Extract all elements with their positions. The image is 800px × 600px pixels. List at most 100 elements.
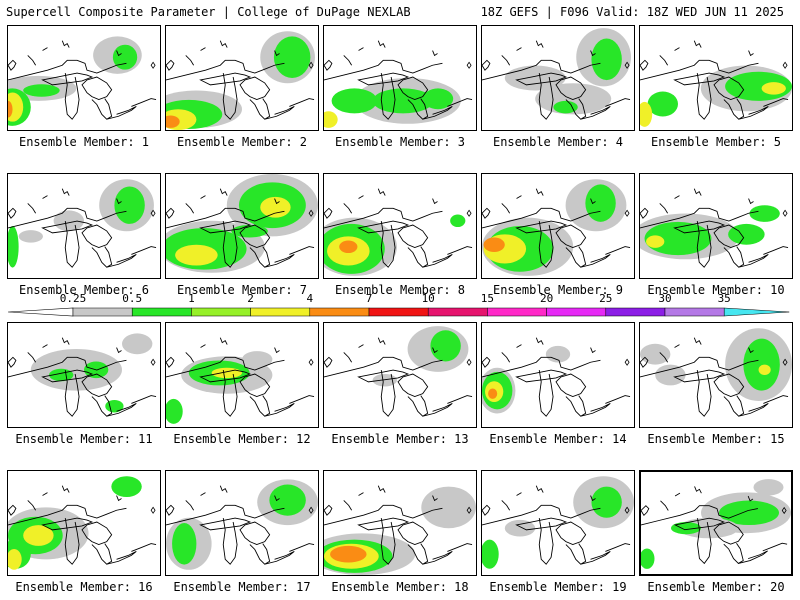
colorbar-bin	[664, 307, 725, 317]
colorbar-tick-label: 2	[247, 292, 254, 305]
lake-outline	[249, 246, 271, 268]
lake-outline	[219, 40, 228, 48]
member-label: Ensemble Member: 13	[331, 432, 469, 446]
member-panel-13[interactable]	[323, 322, 477, 428]
orange-contour-area	[8, 100, 13, 118]
lake-outline	[324, 504, 333, 516]
lake-outline	[659, 344, 680, 363]
lake-outline	[535, 485, 544, 493]
member-label: Ensemble Member: 16	[15, 580, 153, 594]
lake-outline	[219, 485, 228, 493]
lake-outline	[8, 207, 17, 219]
green-contour-area	[111, 476, 142, 497]
lake-outline	[264, 254, 295, 268]
lake-outline	[565, 98, 587, 120]
lake-outline	[723, 542, 744, 564]
gray-contour-area	[753, 479, 784, 496]
colorbar-tick-label: 4	[306, 292, 314, 305]
lake-outline	[555, 224, 587, 249]
lake-outline	[219, 337, 228, 345]
yellow-contour-area	[758, 364, 771, 375]
lake-outline	[748, 50, 754, 57]
gray-contour-area	[655, 364, 686, 386]
colorbar-tick-label: 1	[188, 292, 195, 305]
colorbar-tick-label: 0.5	[122, 292, 143, 305]
lake-outline	[81, 373, 113, 398]
lake-outline	[605, 246, 631, 255]
colorbar-bin	[546, 307, 607, 317]
lake-outline	[605, 395, 631, 404]
yellow-contour-area	[260, 196, 291, 218]
lake-outline	[590, 50, 596, 57]
yellow-contour-area	[640, 101, 653, 127]
colorbar-tick-label: 35	[717, 292, 731, 305]
colorbar-tick-label: 15	[480, 292, 495, 305]
lake-outline	[535, 188, 544, 196]
member-panel-19[interactable]	[481, 470, 635, 576]
member-panel-2[interactable]	[165, 25, 319, 131]
lake-outline	[605, 98, 631, 107]
member-panel-5[interactable]	[639, 25, 793, 131]
member-panel-20[interactable]	[639, 470, 793, 576]
lake-outline	[41, 517, 94, 531]
green-contour-area	[591, 486, 622, 518]
member-panel-8[interactable]	[323, 173, 477, 279]
location-marker-icon	[308, 61, 314, 69]
lake-outline	[222, 518, 238, 565]
lake-outline	[343, 344, 364, 363]
scp-map	[324, 188, 473, 276]
lake-outline	[501, 47, 522, 66]
lake-outline	[482, 504, 491, 516]
color-scale-legend: 0.25 0.5 1 2 4 7 10 15 20 25 30 35	[7, 292, 792, 322]
lake-outline	[106, 551, 137, 565]
member-panel-9[interactable]	[481, 173, 635, 279]
member-label: Ensemble Member: 10	[647, 283, 785, 297]
lake-outline	[407, 246, 429, 268]
lake-outline	[357, 369, 410, 383]
gray-contour-area	[421, 486, 476, 529]
lake-outline	[289, 543, 315, 552]
lake-outline	[239, 373, 271, 398]
member-panel-15[interactable]	[639, 322, 793, 428]
lake-outline	[763, 246, 789, 255]
member-panel-16[interactable]	[7, 470, 161, 576]
lake-outline	[166, 59, 175, 71]
yellow-contour-area	[211, 367, 242, 379]
lake-outline	[694, 486, 702, 494]
lake-outline	[264, 106, 295, 120]
lake-outline	[432, 347, 438, 354]
member-panel-7[interactable]	[165, 173, 319, 279]
lake-outline	[380, 221, 396, 268]
member-panel-6[interactable]	[7, 173, 161, 279]
scp-map	[482, 179, 631, 276]
lake-outline	[580, 403, 611, 417]
member-panel-12[interactable]	[165, 322, 319, 428]
lake-outline	[289, 246, 315, 255]
member-panel-1[interactable]	[7, 25, 161, 131]
lake-outline	[482, 356, 491, 368]
member-label: Ensemble Member: 9	[492, 283, 624, 297]
lake-outline	[673, 369, 726, 383]
lake-outline	[64, 518, 80, 565]
lake-outline	[673, 220, 726, 234]
lake-outline	[27, 344, 48, 363]
member-panel-18[interactable]	[323, 470, 477, 576]
member-panel-10[interactable]	[639, 173, 793, 279]
member-panel-4[interactable]	[481, 25, 635, 131]
lake-outline	[377, 188, 386, 196]
member-panel-3[interactable]	[323, 25, 477, 131]
lake-outline	[515, 517, 568, 531]
member-panel-14[interactable]	[481, 322, 635, 428]
lake-outline	[116, 495, 122, 502]
lake-outline	[166, 207, 175, 219]
lake-outline	[131, 543, 157, 552]
orange-contour-area	[166, 115, 180, 128]
member-panel-17[interactable]	[165, 470, 319, 576]
scp-map	[640, 188, 789, 268]
lake-outline	[447, 98, 473, 107]
location-marker-icon	[466, 209, 472, 217]
member-panel-11[interactable]	[7, 322, 161, 428]
lake-outline	[166, 356, 285, 378]
scp-map	[166, 479, 318, 570]
lake-outline	[106, 403, 137, 417]
